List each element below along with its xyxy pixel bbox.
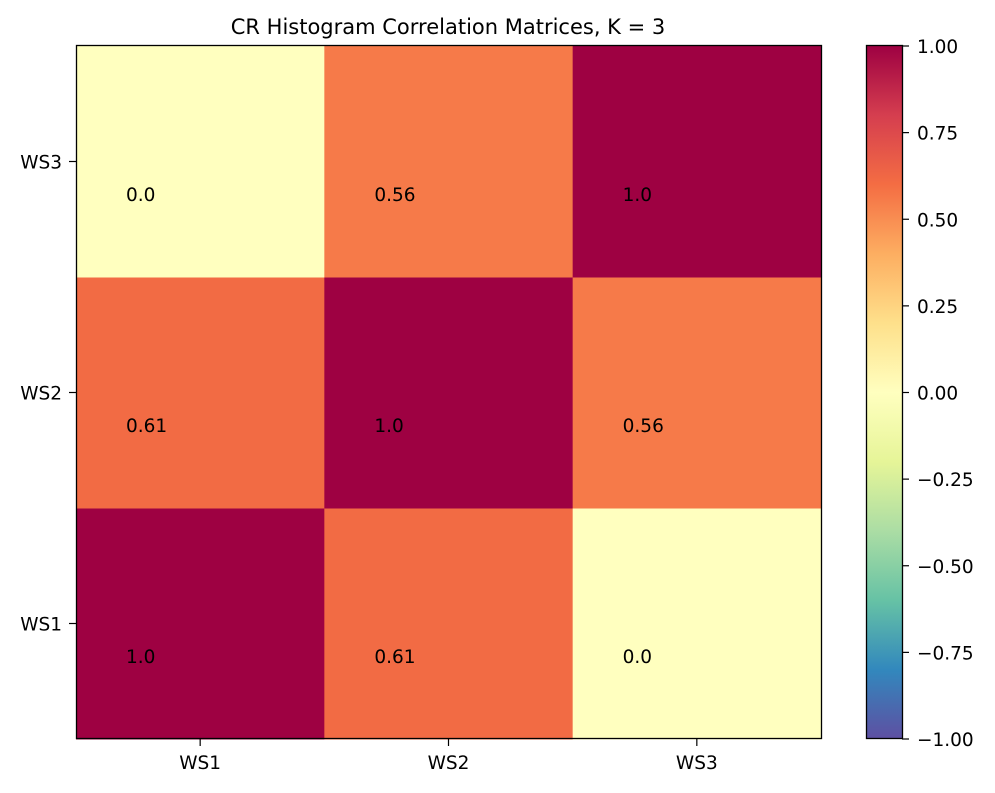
- plot-frame: [75, 44, 823, 740]
- cell-label: 1.0: [623, 185, 652, 206]
- colorbar-tick-label: −0.50: [917, 557, 974, 578]
- colorbar-tick-label: 0.00: [917, 384, 958, 405]
- cell-label: 0.0: [623, 647, 652, 668]
- colorbar-tick-label: −0.25: [917, 470, 974, 491]
- colorbar-tick-label: 0.75: [917, 124, 958, 145]
- cell-annotations: 1.0 0.61 0.0 0.61 1.0 0.56 0.0 0.56 1.0: [126, 185, 664, 668]
- x-tick-label: WS2: [428, 753, 470, 774]
- colorbar-tick-label: −1.00: [917, 730, 974, 751]
- chart-title: CR Histogram Correlation Matrices, K = 3: [231, 15, 666, 39]
- cell-label: 0.0: [126, 185, 155, 206]
- cell-label: 0.56: [623, 416, 664, 437]
- cell-label: 0.61: [374, 647, 415, 668]
- cell-label: 0.56: [374, 185, 415, 206]
- heatmap-cell: [572, 508, 822, 740]
- colorbar: [867, 46, 902, 739]
- x-axis: WS1 WS2 WS3: [179, 739, 718, 774]
- y-tick-label: WS2: [20, 384, 62, 405]
- heatmap-cell: [324, 46, 574, 278]
- y-axis: WS1 WS2 WS3: [20, 153, 76, 636]
- x-tick-label: WS1: [179, 753, 221, 774]
- x-tick-label: WS3: [676, 753, 718, 774]
- heatmap-cell: [324, 277, 574, 509]
- heatmap-cell: [76, 508, 325, 740]
- y-tick-label: WS1: [20, 615, 62, 636]
- heatmap-cell: [76, 277, 325, 509]
- heatmap-cells: [76, 46, 822, 740]
- cell-label: 0.61: [126, 416, 167, 437]
- colorbar-tick-label: −0.75: [917, 643, 974, 664]
- heatmap-cell: [572, 277, 822, 509]
- colorbar-tick-label: 1.00: [917, 37, 958, 58]
- cell-label: 1.0: [374, 416, 403, 437]
- colorbar-tick-label: 0.50: [917, 210, 958, 231]
- heatmap-cell: [324, 508, 574, 740]
- heatmap-cell: [76, 46, 325, 278]
- cell-label: 1.0: [126, 647, 155, 668]
- colorbar-tick-label: 0.25: [917, 297, 958, 318]
- heatmap-cell: [572, 46, 822, 278]
- colorbar-axis: 1.00 0.75 0.50 0.25 0.00 −0.25 −0.50 −0.75 −1.00: [902, 37, 974, 751]
- y-tick-label: WS3: [20, 153, 62, 174]
